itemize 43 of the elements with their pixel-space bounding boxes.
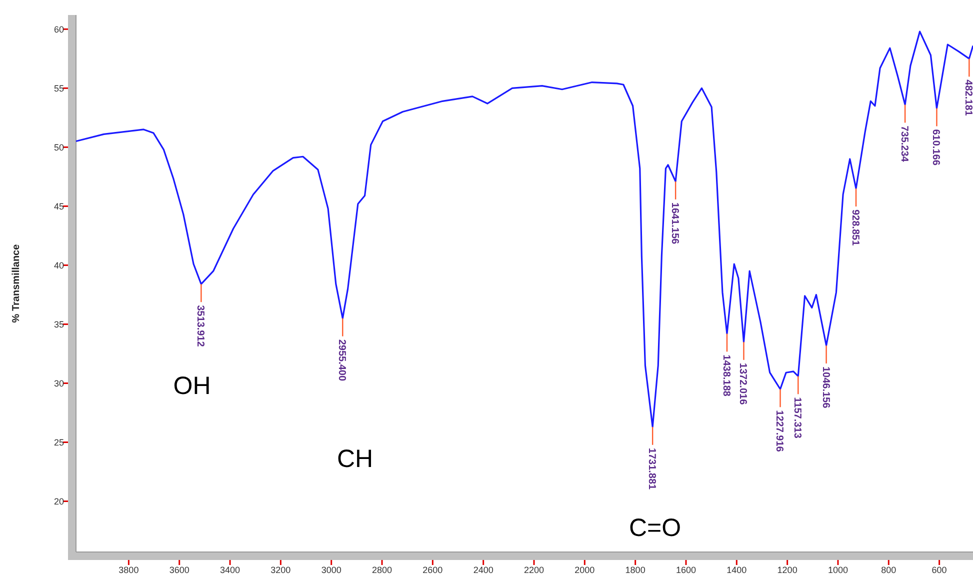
annotation: 482.181: [962, 80, 973, 116]
x-tick-label: 1400: [726, 565, 747, 575]
annotation: 1227.916: [774, 410, 785, 452]
x-tick-label: 600: [932, 565, 947, 575]
annotation: 928.851: [850, 209, 861, 246]
annotation: 2955.400: [336, 339, 348, 382]
annotation: 3513.912: [194, 305, 206, 348]
annotation: 1046.156: [820, 366, 831, 409]
x-tick-label: 2600: [422, 565, 443, 575]
annotation: 1157.313: [792, 397, 803, 439]
y-tick-label: 55: [54, 83, 64, 94]
annotation: 735.234: [898, 126, 910, 162]
x-tick-label: 1000: [828, 565, 848, 575]
x-tick-label: 1600: [676, 565, 696, 575]
x-tick-label: 2200: [524, 565, 544, 575]
x-tick-label: 2400: [473, 565, 494, 575]
annotation: CH: [336, 444, 374, 473]
y-axis-title: % Transmillance: [11, 244, 22, 323]
y-tick-label: 60: [54, 24, 64, 34]
y-tick-label: 20: [54, 496, 64, 506]
x-tick-label: 3800: [118, 565, 139, 575]
annotation: 1641.156: [669, 202, 680, 245]
x-tick-label: 2800: [372, 565, 392, 575]
annotation: 1731.881: [646, 448, 658, 490]
x-tick-label: 3000: [321, 565, 342, 575]
y-tick-label: 50: [54, 142, 64, 152]
y-tick-label: 35: [54, 319, 64, 330]
y-tick-label: 45: [54, 201, 64, 212]
y-tick-label: 30: [54, 378, 64, 388]
annotation: OH: [173, 372, 211, 400]
annotation: 1372.016: [737, 362, 748, 406]
annotation: 1438.188: [720, 354, 732, 397]
annotation: 610.166: [930, 129, 942, 166]
x-tick-label: 2000: [574, 565, 595, 575]
y-tick-label: 40: [54, 260, 64, 270]
x-tick-label: 1200: [777, 565, 798, 575]
x-tick-label: 3600: [169, 565, 190, 575]
x-tick-label: 3200: [270, 565, 291, 575]
x-tick-label: 800: [881, 565, 896, 575]
y-tick-label: 25: [54, 437, 64, 448]
annotation: C=O: [628, 514, 682, 542]
x-tick-label: 1800: [625, 565, 646, 575]
x-tick-label: 3400: [220, 565, 240, 575]
